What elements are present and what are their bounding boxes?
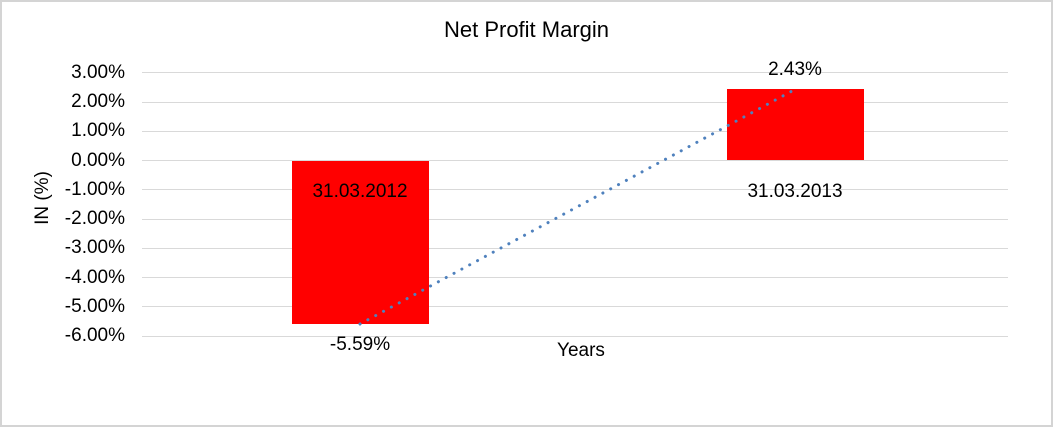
x-axis-title: Years: [557, 340, 605, 361]
y-tick-label: 0.00%: [71, 149, 125, 171]
bar-31.03.2013: [726, 89, 864, 161]
y-tick-label: -1.00%: [64, 178, 125, 200]
y-tick-label: 2.00%: [71, 91, 125, 112]
data-label: -5.59%: [329, 334, 391, 355]
gridline: [142, 72, 1008, 74]
gridline: [142, 130, 1008, 132]
data-label: 2.43%: [768, 59, 822, 81]
y-tick-label: 3.00%: [71, 61, 125, 83]
gridline: [142, 306, 1008, 308]
y-tick-label: 1.00%: [71, 120, 125, 142]
gridline: [142, 160, 1008, 161]
gridline: [142, 247, 1008, 249]
gridline: [142, 101, 1008, 103]
y-tick-label: -4.00%: [64, 266, 125, 288]
y-tick-label: -6.00%: [64, 325, 125, 346]
gridline: [142, 277, 1008, 278]
category-label: 31.03.2013: [747, 180, 843, 202]
y-tick-label: -5.00%: [64, 295, 125, 317]
y-tick-label: -3.00%: [64, 237, 125, 259]
gridline: [142, 218, 1008, 220]
y-tick-label: -2.00%: [64, 208, 125, 229]
chart-title: Net Profit Margin: [443, 17, 610, 42]
category-label: 31.03.2012: [312, 180, 408, 202]
gridline: [142, 335, 1008, 337]
